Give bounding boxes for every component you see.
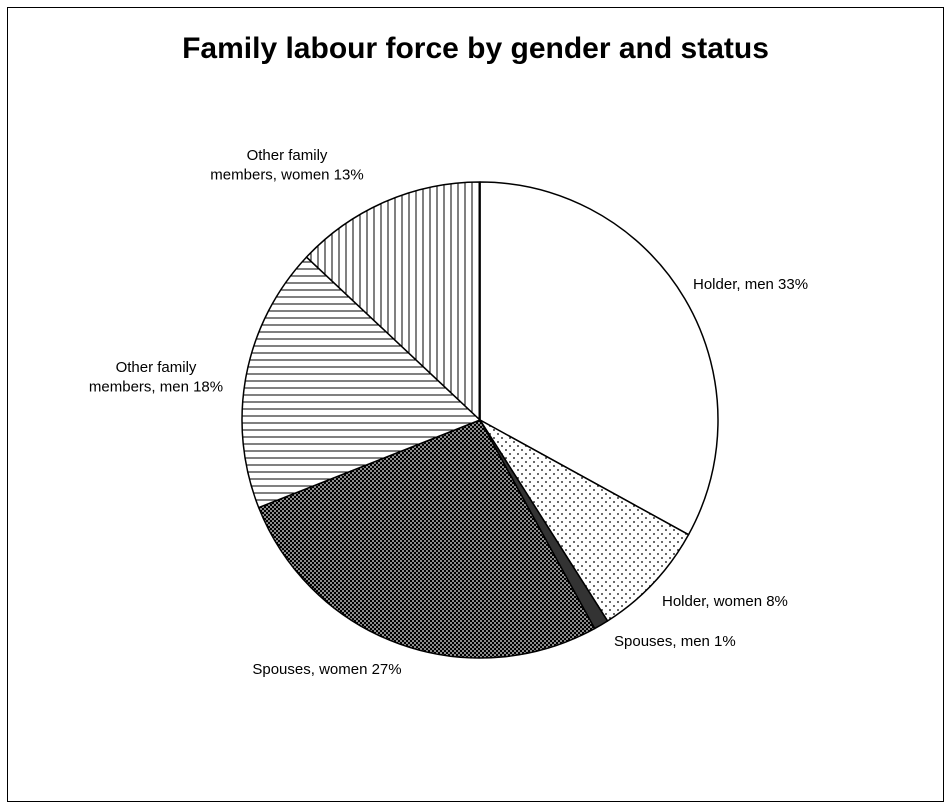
slice-label-4: Spouses, women 27% (252, 661, 401, 678)
slice-label-6: Other family members, women 13% (210, 147, 363, 184)
pie-slices (241, 181, 719, 659)
slice-label-1: Holder, men 33% (693, 276, 808, 293)
slice-label-5: Other family members, men 18% (89, 359, 223, 396)
pie-slice-5 (241, 256, 481, 509)
slice-label-2: Holder, women 8% (662, 593, 788, 610)
pie-slice-6 (305, 181, 481, 421)
pie-slice-4 (257, 419, 596, 659)
pie-labels: Holder, men 33% Holder, women 8% Spouses, … (89, 147, 808, 678)
pie-slice-2 (479, 419, 690, 622)
slice-label-3: Spouses, men 1% (614, 633, 736, 650)
pie-slice-1 (479, 181, 719, 536)
chart-title: Family labour force by gender and status (182, 32, 769, 65)
